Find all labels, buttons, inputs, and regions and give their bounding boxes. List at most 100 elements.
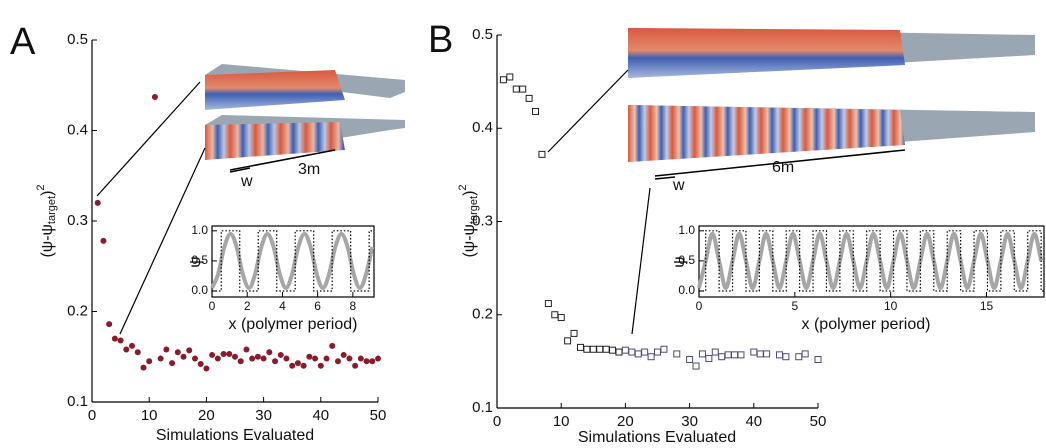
- point: [621, 346, 629, 354]
- point: [272, 358, 279, 365]
- slab-front: [205, 122, 345, 160]
- point: [647, 353, 655, 361]
- y-label-close: ): [461, 191, 478, 196]
- y-label-text: ψ: [187, 256, 204, 267]
- y-tick-label: 0.0: [678, 283, 695, 297]
- scale-line: [654, 149, 906, 177]
- x-tick-label: 30: [255, 407, 272, 424]
- y-tick-label: 0.4: [472, 119, 493, 136]
- inset: 0 5 10 15 0.0 0.5 1.0 x (polymer period) ψ: [671, 223, 1045, 333]
- x-axis-label: Simulations Evaluated: [156, 427, 314, 444]
- point: [329, 342, 336, 349]
- y-tick-label: 0.0: [191, 283, 208, 297]
- point: [596, 345, 604, 353]
- y-tick-label: 0.5: [678, 253, 695, 267]
- y-tick-label: 0.3: [67, 212, 88, 229]
- target-line: [699, 230, 1044, 292]
- x-tick-label: 10: [141, 407, 158, 424]
- x-tick-label: 50: [810, 413, 827, 430]
- point: [782, 353, 790, 361]
- y-tick-label: 0.5: [472, 26, 493, 43]
- x-tick-label: 8: [350, 299, 357, 313]
- point: [283, 355, 290, 362]
- point: [214, 355, 221, 362]
- inset: 0 2 4 6 8 0.0 0.5 1.0 x (polymer period) ψ: [187, 223, 375, 333]
- point: [698, 350, 706, 358]
- x-axis-label: x (polymer period): [802, 316, 931, 333]
- x-tick-label: 40: [745, 413, 762, 430]
- point: [763, 350, 771, 358]
- y-tick-label: 0.1: [67, 393, 88, 410]
- point: [711, 348, 719, 356]
- point: [570, 329, 578, 337]
- point: [186, 347, 193, 354]
- point: [705, 355, 713, 363]
- point: [220, 351, 227, 358]
- profile-line: [210, 231, 375, 290]
- x-tick-label: 0: [493, 413, 501, 430]
- point: [163, 346, 170, 353]
- slab-front: [205, 70, 345, 110]
- point: [544, 300, 552, 308]
- point: [129, 342, 136, 349]
- point: [814, 356, 822, 364]
- point: [634, 350, 642, 358]
- y-label-sub: target: [468, 196, 480, 224]
- y-label-sub: target: [46, 196, 58, 224]
- y-label-text: (ψ-ψ: [461, 224, 478, 257]
- profile-line: [697, 231, 1044, 290]
- x-tick-label: 30: [681, 413, 698, 430]
- x-tick-label: 5: [791, 299, 798, 313]
- point: [363, 358, 370, 365]
- point: [673, 350, 681, 358]
- point: [692, 362, 700, 370]
- point: [317, 362, 324, 369]
- panel-label: A: [10, 21, 36, 63]
- point: [352, 362, 359, 369]
- slab-front: [628, 28, 905, 78]
- point: [243, 346, 250, 353]
- point: [140, 364, 147, 371]
- x-tick-label: 40: [312, 407, 329, 424]
- point: [306, 353, 313, 360]
- point: [506, 73, 514, 81]
- annotation: 3m: [298, 161, 320, 178]
- point: [602, 345, 610, 353]
- point: [197, 360, 204, 367]
- point: [525, 94, 533, 102]
- point: [551, 311, 559, 319]
- x-tick-label: 2: [244, 299, 251, 313]
- y-axis-label: ψ: [187, 256, 204, 267]
- x-tick-label: 10: [884, 299, 898, 313]
- slab-front: [628, 105, 905, 162]
- point: [323, 355, 330, 362]
- point: [157, 355, 164, 362]
- y-tick-label: 0.5: [191, 253, 208, 267]
- point: [146, 358, 153, 365]
- y-label-sup: 2: [457, 184, 469, 190]
- point: [499, 76, 507, 84]
- point: [340, 351, 347, 358]
- point: [106, 321, 113, 328]
- point: [731, 351, 739, 359]
- y-tick-label: 0.2: [472, 306, 493, 323]
- scale-line: [229, 167, 251, 173]
- point: [641, 348, 649, 356]
- annotation: w: [672, 177, 685, 194]
- point: [557, 314, 565, 322]
- x-axis-label: Simulations Evaluated: [578, 429, 736, 446]
- scale-line: [229, 149, 336, 171]
- y-axis-label: (ψ-ψtarget)2: [35, 184, 58, 257]
- target-line: [212, 230, 374, 292]
- point: [180, 353, 187, 360]
- point: [134, 349, 141, 356]
- point: [583, 345, 591, 353]
- y-axis-label: ψ: [671, 256, 688, 267]
- point: [334, 358, 341, 365]
- point: [260, 355, 267, 362]
- point: [300, 362, 307, 369]
- point: [369, 358, 376, 365]
- leader-line: [631, 187, 651, 335]
